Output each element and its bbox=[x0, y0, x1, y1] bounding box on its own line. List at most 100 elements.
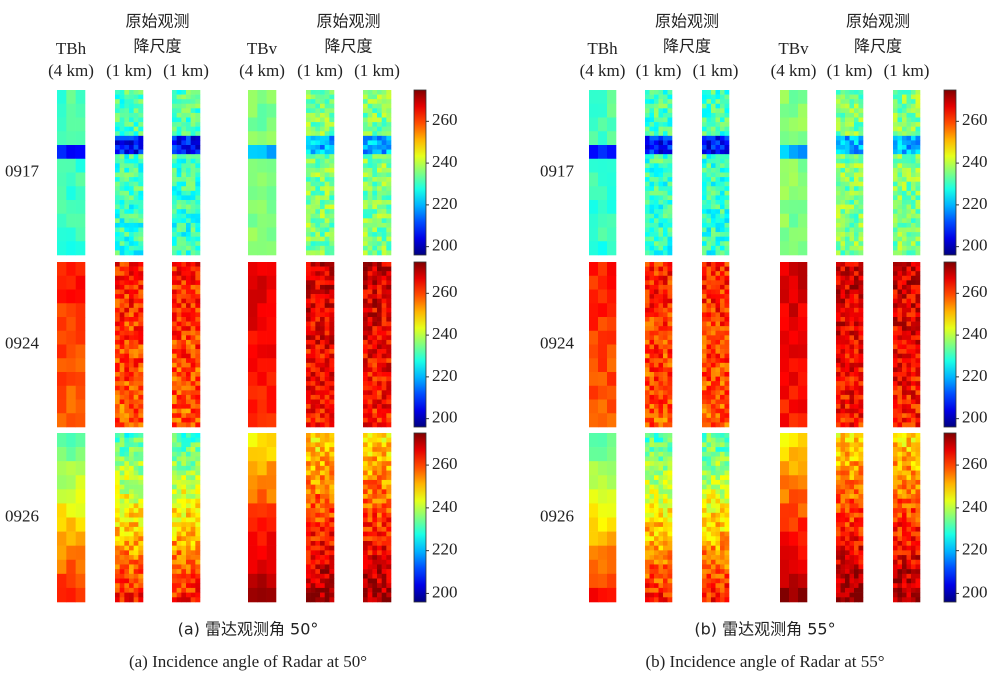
heatmap-cell bbox=[850, 395, 855, 400]
heatmap-cell bbox=[668, 438, 673, 443]
heatmap-cell bbox=[186, 177, 191, 182]
heatmap-cell bbox=[659, 546, 664, 551]
heatmap-cell bbox=[181, 303, 186, 308]
heatmap-cell bbox=[702, 354, 707, 359]
heatmap-cell bbox=[707, 358, 712, 363]
heatmap-cell bbox=[306, 489, 311, 494]
heatmap-cell bbox=[248, 358, 258, 372]
heatmap-cell bbox=[668, 409, 673, 414]
heatmap-cell bbox=[650, 182, 655, 187]
heatmap-cell bbox=[320, 503, 325, 508]
heatmap-cell bbox=[191, 418, 196, 423]
heatmap-cell bbox=[120, 99, 125, 104]
heatmap-cell bbox=[372, 503, 377, 508]
heatmap-cell bbox=[859, 218, 864, 223]
heatmap-cell bbox=[372, 308, 377, 313]
heatmap-cell bbox=[725, 303, 730, 308]
heatmap-cell bbox=[654, 404, 659, 409]
heatmap-cell bbox=[120, 136, 125, 141]
heatmap-cell bbox=[172, 409, 177, 414]
heatmap-cell bbox=[382, 466, 387, 471]
heatmap-cell bbox=[325, 104, 330, 109]
heatmap-cell bbox=[668, 99, 673, 104]
heatmap-cell bbox=[720, 228, 725, 233]
heatmap-cell bbox=[129, 354, 134, 359]
heatmap-cell bbox=[850, 276, 855, 281]
heatmap-cell bbox=[725, 267, 730, 272]
heatmap-cell bbox=[177, 499, 182, 504]
heatmap-cell bbox=[138, 322, 143, 327]
heatmap-cell bbox=[320, 285, 325, 290]
heatmap-cell bbox=[329, 466, 334, 471]
heatmap-cell bbox=[645, 303, 650, 308]
heatmap-cell bbox=[320, 527, 325, 532]
heatmap-cell bbox=[320, 461, 325, 466]
heatmap-cell bbox=[372, 177, 377, 182]
heatmap-cell bbox=[320, 159, 325, 164]
heatmap-cell bbox=[315, 317, 320, 322]
heatmap-cell bbox=[311, 127, 316, 132]
heatmap-cell bbox=[124, 546, 129, 551]
heatmap-cell bbox=[363, 205, 368, 210]
heatmap-cell bbox=[902, 237, 907, 242]
heatmap-cell bbox=[267, 186, 277, 200]
heatmap-cell bbox=[320, 358, 325, 363]
heatmap-cell bbox=[315, 593, 320, 598]
heatmap-cell bbox=[711, 280, 716, 285]
heatmap-cell bbox=[186, 447, 191, 452]
heatmap-cell bbox=[186, 456, 191, 461]
heatmap-cell bbox=[902, 335, 907, 340]
heatmap-cell bbox=[607, 461, 616, 475]
heatmap-cell bbox=[129, 131, 134, 136]
heatmap-cell bbox=[329, 290, 334, 295]
heatmap-cell bbox=[836, 122, 841, 127]
heatmap-cell bbox=[663, 456, 668, 461]
heatmap-cell bbox=[138, 223, 143, 228]
heatmap-cell bbox=[195, 173, 200, 178]
heatmap-cell bbox=[836, 262, 841, 267]
heatmap-cell bbox=[120, 308, 125, 313]
heatmap-cell bbox=[720, 182, 725, 187]
heatmap-cell bbox=[248, 574, 258, 588]
heatmap-cell bbox=[716, 317, 721, 322]
heatmap-cell bbox=[129, 456, 134, 461]
heatmap-cell bbox=[725, 99, 730, 104]
heatmap-cell bbox=[898, 367, 903, 372]
heatmap-cell bbox=[129, 555, 134, 560]
heatmap-cell bbox=[916, 195, 921, 200]
heatmap-cell bbox=[325, 574, 330, 579]
heatmap-cell bbox=[181, 367, 186, 372]
heatmap-cell bbox=[845, 390, 850, 395]
heatmap-cell bbox=[377, 290, 382, 295]
heatmap-cell bbox=[893, 267, 898, 272]
heatmap-cell bbox=[382, 588, 387, 593]
heatmap-cell bbox=[907, 173, 912, 178]
heatmap-cell bbox=[172, 354, 177, 359]
heatmap-cell bbox=[650, 485, 655, 490]
heatmap-cell bbox=[702, 113, 707, 118]
heatmap-cell bbox=[66, 331, 76, 345]
heatmap-cell bbox=[372, 331, 377, 336]
heatmap-cell bbox=[898, 395, 903, 400]
heatmap-cell bbox=[702, 308, 707, 313]
heatmap-cell bbox=[363, 442, 368, 447]
heatmap-cell bbox=[172, 195, 177, 200]
heatmap-cell bbox=[893, 280, 898, 285]
heatmap-cell bbox=[195, 262, 200, 267]
heatmap-cell bbox=[57, 358, 67, 372]
heatmap-cell bbox=[854, 237, 859, 242]
heatmap-cell bbox=[248, 145, 258, 159]
heatmap-cell bbox=[907, 381, 912, 386]
heatmap-cell bbox=[257, 145, 267, 159]
heatmap-cell bbox=[663, 276, 668, 281]
heatmap-cell bbox=[195, 246, 200, 251]
heatmap-cell bbox=[663, 532, 668, 537]
heatmap-cell bbox=[898, 131, 903, 136]
heatmap-cell bbox=[129, 250, 134, 255]
heatmap-cell bbox=[854, 113, 859, 118]
heatmap-cell bbox=[181, 237, 186, 242]
heatmap-cell bbox=[186, 150, 191, 155]
heatmap-cell bbox=[720, 195, 725, 200]
heatmap-cell bbox=[645, 182, 650, 187]
heatmap-cell bbox=[845, 400, 850, 405]
